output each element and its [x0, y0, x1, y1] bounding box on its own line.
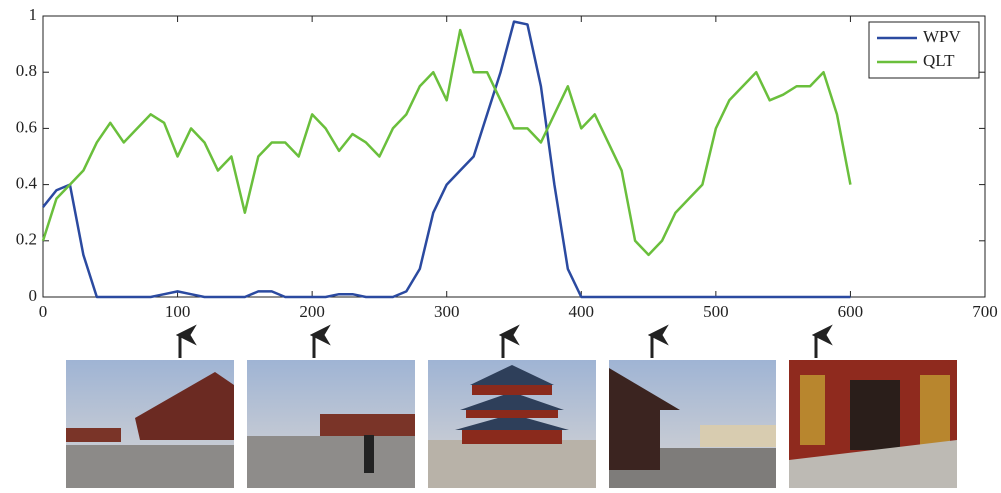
photo — [428, 360, 596, 488]
y-tick-label: 0 — [29, 286, 38, 305]
x-tick-label: 300 — [434, 302, 460, 321]
plot-frame — [43, 16, 985, 297]
y-tick-label: 0.2 — [16, 230, 37, 249]
y-tick-label: 0.8 — [16, 61, 37, 80]
arrows — [180, 335, 816, 358]
x-tick-label: 100 — [165, 302, 191, 321]
x-tick-label: 400 — [569, 302, 595, 321]
photo — [789, 360, 957, 488]
photos — [66, 360, 957, 488]
legend-label: QLT — [923, 51, 955, 70]
x-tick-label: 500 — [703, 302, 729, 321]
line — [43, 22, 850, 297]
x-tick-label: 0 — [39, 302, 48, 321]
y-tick-label: 0.6 — [16, 117, 37, 136]
y-tick-label: 0.4 — [16, 174, 38, 193]
x-tick-label: 600 — [838, 302, 864, 321]
x-tick-label: 700 — [972, 302, 998, 321]
y-tick-label: 1 — [29, 5, 38, 24]
line — [43, 30, 850, 255]
photo — [247, 360, 415, 488]
legend-label: WPV — [923, 27, 962, 46]
photo — [66, 360, 234, 488]
photo — [609, 360, 776, 488]
chart: 0 0.2 0.4 0.6 0.8 1 0 100 200 300 400 500 600 700 WPV Q… — [0, 0, 1001, 488]
x-tick-label: 200 — [299, 302, 325, 321]
page: {"chart_data": {"type": "line", "x": [0,… — [0, 0, 1001, 488]
